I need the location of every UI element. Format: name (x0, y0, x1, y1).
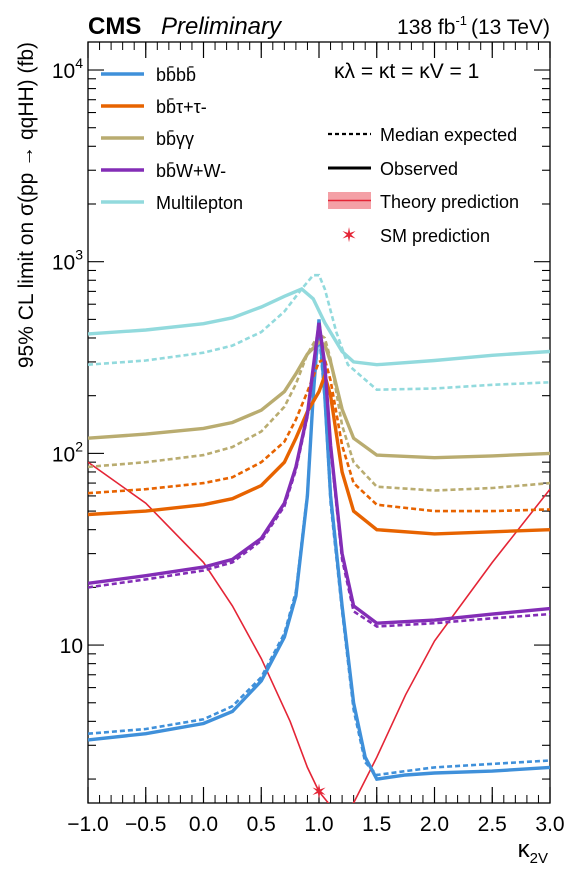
legend: bb̄bb̄ bb̄τ+τ-bb̄γγ bb̄W+W- Multilepton (101, 65, 243, 213)
x-tick-label: 0.0 (189, 813, 218, 836)
multilepton-expected-line (88, 273, 550, 392)
energy-value: (13 TeV) (471, 16, 550, 39)
bbgg-expected-line (88, 332, 550, 492)
x-tick-label: 2.5 (478, 813, 507, 836)
y-axis-label: 95% CL limit on σ(pp → qqHH) (fb) (15, 42, 38, 368)
bbgg-observed-line (88, 340, 550, 460)
bbtautau-observed-line (88, 369, 550, 536)
legend-multilepton-label: Multilepton (156, 193, 243, 213)
lumi-exponent: -1 (455, 13, 467, 28)
x-axis-label: κ2V (518, 836, 548, 867)
legend-theory-label: Theory prediction (380, 192, 519, 212)
x-tick-label: 0.5 (247, 813, 276, 836)
bbbb-observed-line (88, 319, 550, 781)
x-axis-label-main: κ (518, 836, 531, 863)
x-tick-label: −1.0 (67, 813, 108, 836)
legend-bbbb-label: bb̄bb̄ (156, 65, 196, 85)
x-tick-label: −0.5 (125, 813, 166, 836)
x-tick-label: 1.0 (304, 813, 333, 836)
bbbb-expected-line (88, 331, 550, 777)
legend-style-keys: Median expected Observed Theory predicti… (328, 125, 519, 247)
legend-sm-star-icon: ✶ (341, 223, 358, 247)
legend-bbtautau-label: bb̄τ+τ- (156, 97, 207, 117)
bbww-expected-line (88, 326, 550, 628)
multilepton-observed-line (88, 287, 550, 367)
legend-bbww-label: bb̄W+W- (156, 161, 226, 181)
legend-bbgg-label: bb̄γγ (156, 129, 194, 149)
y-tick-label: 104 (52, 55, 83, 83)
x-tick-label: 3.0 (535, 813, 564, 836)
theory-prediction-line (88, 461, 550, 803)
status-label: Preliminary (161, 13, 283, 40)
coupling-label: κλ = κt = κV = 1 (334, 60, 479, 83)
x-tick-label: 2.0 (420, 813, 449, 836)
y-tick-label: 10 (60, 635, 83, 658)
plot-frame (87, 41, 551, 804)
legend-observed-label: Observed (380, 159, 458, 179)
legend-median-expected-label: Median expected (380, 125, 517, 145)
lumi-value: 138 fb (397, 16, 455, 39)
luminosity-label: 138 fb-1 (13 TeV) (397, 13, 550, 39)
x-axis-label-sub: 2V (530, 850, 548, 867)
x-tick-label: 1.5 (362, 813, 391, 836)
legend-sm-label: SM prediction (380, 226, 490, 246)
bbtautau-expected-line (88, 357, 550, 513)
y-tick-label: 103 (52, 247, 83, 275)
y-tick-label: 102 (52, 438, 83, 466)
bbww-observed-line (88, 322, 550, 625)
experiment-label: CMS (88, 13, 141, 40)
sm-prediction-marker: ✶ (311, 780, 328, 804)
